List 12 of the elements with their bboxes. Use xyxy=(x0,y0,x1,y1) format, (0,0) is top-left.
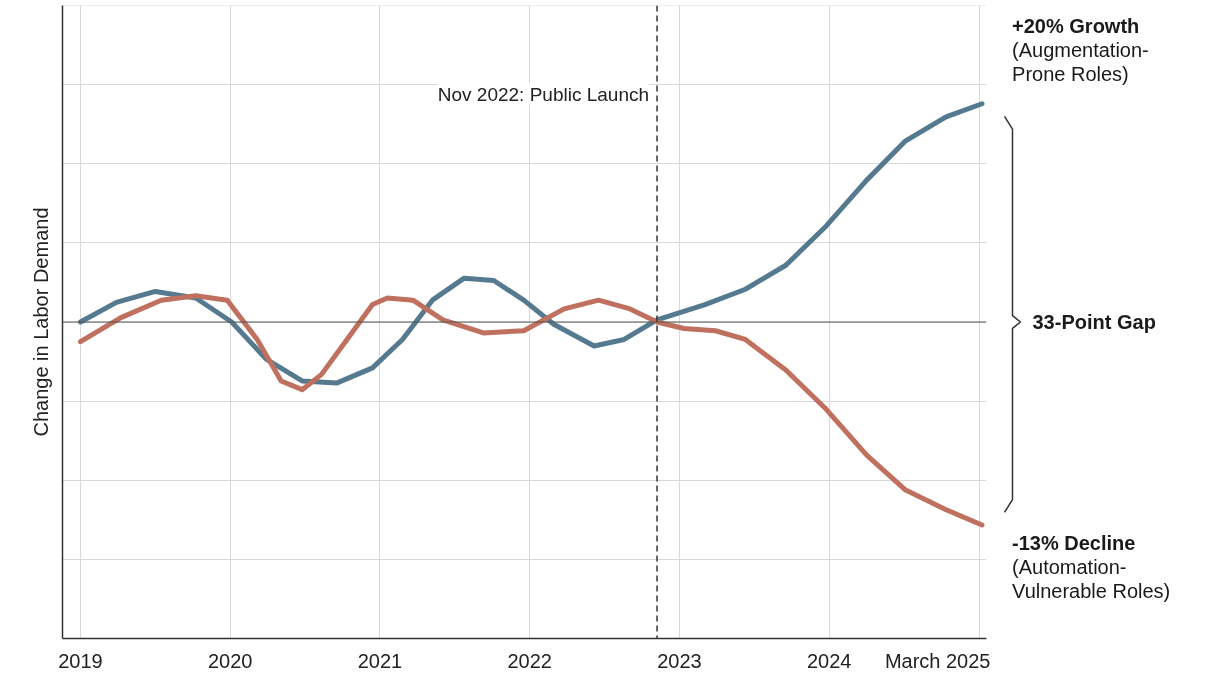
x-tick-label: 2022 xyxy=(507,649,552,672)
y-axis-title: Change in Labor Demand xyxy=(29,207,52,437)
x-tick-label: March 2025 xyxy=(884,649,991,672)
ref-line-label: Nov 2022: Public Launch xyxy=(437,83,650,105)
x-tick-label: 2019 xyxy=(58,649,103,672)
annotation: +20% Growth (Augmentation- Prone Roles) xyxy=(1012,14,1149,85)
annotation: -13% Decline (Automation- Vulnerable Roles) xyxy=(1012,532,1171,602)
x-tick-label: 2021 xyxy=(357,649,403,672)
x-tick-label: 2023 xyxy=(657,649,702,672)
text: 33-Point Gap xyxy=(1032,311,1156,333)
x-tick-label: 2024 xyxy=(807,649,852,672)
x-tick-label: 2020 xyxy=(207,649,253,672)
